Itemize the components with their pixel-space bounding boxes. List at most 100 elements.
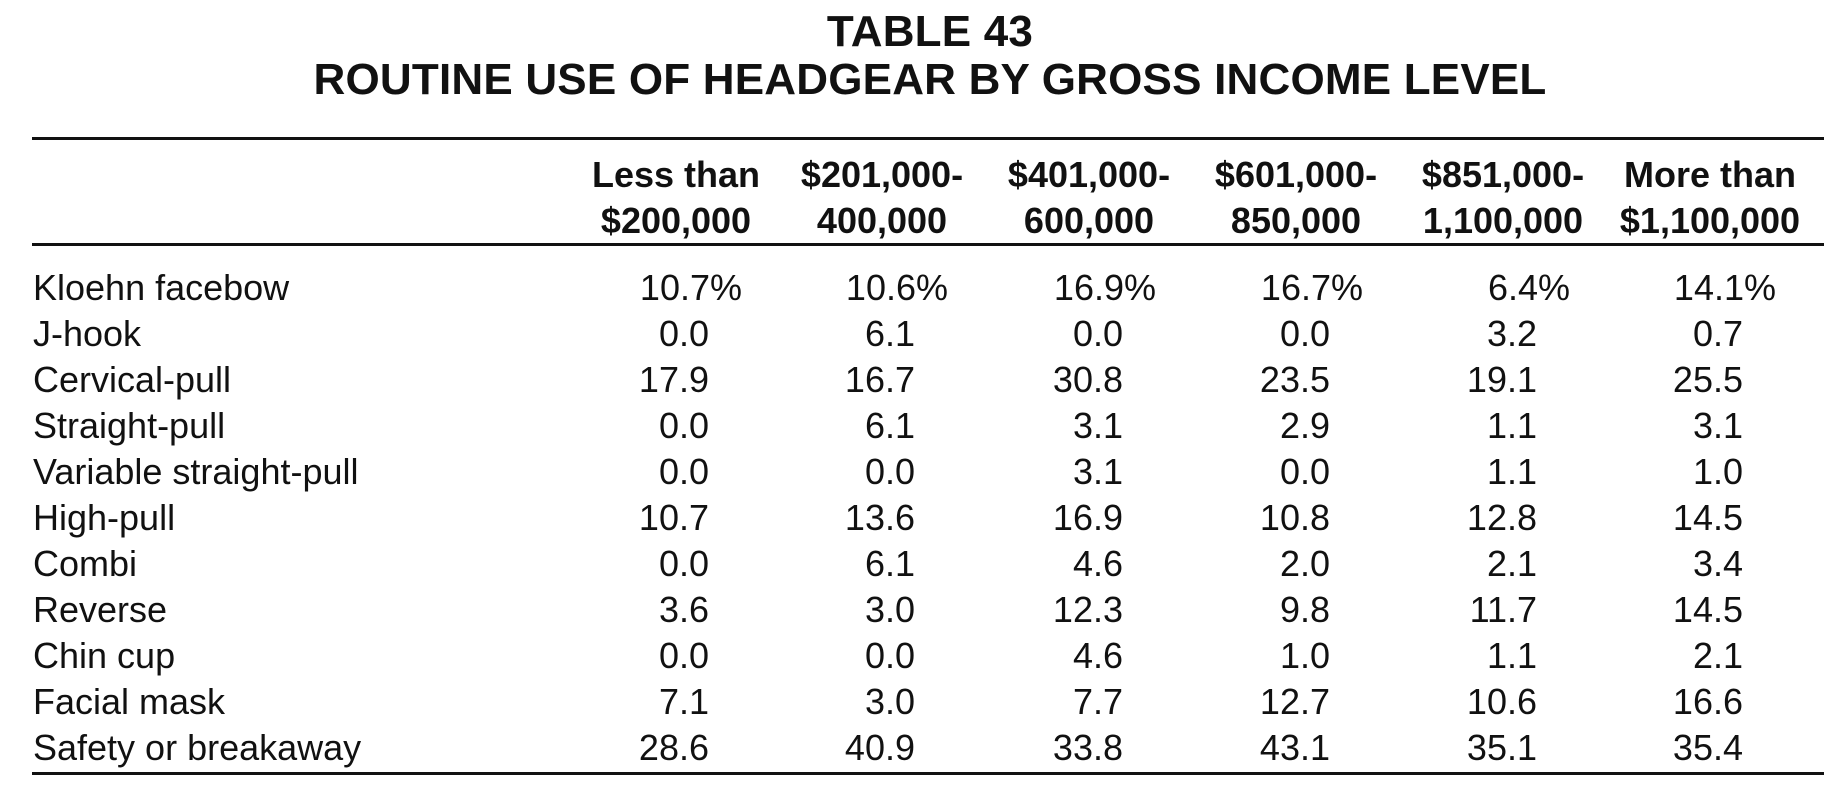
table-cell: 1.1 <box>1486 451 1537 492</box>
table-row: Facial mask 7.1 3.0 7.7 12.7 10.6 16.6 <box>0 679 1840 725</box>
table-cell: 2.1 <box>1692 635 1743 676</box>
table-row: Straight-pull 0.0 6.1 3.1 2.9 1.1 3.1 <box>0 403 1840 449</box>
table-cell: 1.0 <box>1279 635 1330 676</box>
table-cell: 16.7% <box>1260 267 1363 308</box>
column-header-401000-600000: $401,000- 600,000 <box>1007 154 1171 241</box>
row-label: Chin cup <box>33 635 176 676</box>
table-cell: 1.0 <box>1692 451 1743 492</box>
table-cell: 3.2 <box>1486 313 1537 354</box>
table-cell: 0.0 <box>864 451 915 492</box>
table-cell: 4.6 <box>1072 543 1123 584</box>
row-label: J-hook <box>33 313 142 354</box>
table-cell: 6.1 <box>864 543 915 584</box>
table-row: Chin cup 0.0 0.0 4.6 1.0 1.1 2.1 <box>0 633 1840 679</box>
table-cell: 10.7 <box>638 497 709 538</box>
table-cell: 7.7 <box>1072 681 1123 722</box>
row-label: Safety or breakaway <box>33 727 362 768</box>
table-cell: 33.8 <box>1052 727 1123 768</box>
table-cell: 0.0 <box>658 405 709 446</box>
table-cell: 14.1% <box>1673 267 1776 308</box>
table-cell: 6.1 <box>864 313 915 354</box>
table-cell: 0.0 <box>1279 313 1330 354</box>
table-cell: 0.0 <box>1279 451 1330 492</box>
table-cell: 10.8 <box>1259 497 1330 538</box>
row-label: High-pull <box>33 497 176 538</box>
table-cell: 3.0 <box>864 681 915 722</box>
table-cell: 12.3 <box>1052 589 1123 630</box>
table-row: J-hook 0.0 6.1 0.0 0.0 3.2 0.7 <box>0 311 1840 357</box>
row-label: Facial mask <box>33 681 226 722</box>
table-cell: 3.1 <box>1692 405 1743 446</box>
column-header-601000-850000: $601,000- 850,000 <box>1214 154 1378 241</box>
table-row: Cervical-pull 17.9 16.7 30.8 23.5 19.1 2… <box>0 357 1840 403</box>
header-rule <box>32 243 1824 246</box>
table-row: Combi 0.0 6.1 4.6 2.0 2.1 3.4 <box>0 541 1840 587</box>
table-row: High-pull 10.7 13.6 16.9 10.8 12.8 14.5 <box>0 495 1840 541</box>
row-label: Kloehn facebow <box>33 267 290 308</box>
column-header-more-than-1100000: More than $1,100,000 <box>1619 154 1801 241</box>
row-label: Variable straight-pull <box>33 451 359 492</box>
table-cell: 3.1 <box>1072 405 1123 446</box>
table-cell: 0.0 <box>658 451 709 492</box>
table-title: ROUTINE USE OF HEADGEAR BY GROSS INCOME … <box>313 55 1547 104</box>
table-cell: 9.8 <box>1279 589 1330 630</box>
table-cell: 3.4 <box>1692 543 1743 584</box>
table-cell: 16.9% <box>1053 267 1156 308</box>
table-row: Safety or breakaway 28.6 40.9 33.8 43.1 … <box>0 725 1840 771</box>
table-cell: 12.7 <box>1259 681 1330 722</box>
table-cell: 10.7% <box>639 267 742 308</box>
table-row: Reverse 3.6 3.0 12.3 9.8 11.7 14.5 <box>0 587 1840 633</box>
table-cell: 23.5 <box>1259 359 1330 400</box>
table-cell: 3.6 <box>658 589 709 630</box>
table-cell: 19.1 <box>1466 359 1537 400</box>
table-cell: 2.0 <box>1279 543 1330 584</box>
table-number: TABLE 43 <box>826 7 1034 56</box>
table-cell: 0.0 <box>658 635 709 676</box>
table-cell: 0.0 <box>864 635 915 676</box>
table-cell: 7.1 <box>658 681 709 722</box>
top-rule <box>32 137 1824 140</box>
table-cell: 16.6 <box>1672 681 1743 722</box>
table-cell: 43.1 <box>1259 727 1330 768</box>
table-cell: 35.4 <box>1672 727 1743 768</box>
table-cell: 10.6 <box>1466 681 1537 722</box>
table-cell: 13.6 <box>844 497 915 538</box>
column-header-851000-1100000: $851,000- 1,100,000 <box>1421 154 1585 241</box>
table-cell: 2.9 <box>1279 405 1330 446</box>
table-cell: 4.6 <box>1072 635 1123 676</box>
table-cell: 3.0 <box>864 589 915 630</box>
column-header-less-than-200000: Less than $200,000 <box>591 154 761 241</box>
table-cell: 14.5 <box>1672 589 1743 630</box>
table-cell: 2.1 <box>1486 543 1537 584</box>
table-cell: 30.8 <box>1052 359 1123 400</box>
table-cell: 12.8 <box>1466 497 1537 538</box>
table-cell: 11.7 <box>1469 589 1537 630</box>
row-label: Straight-pull <box>33 405 226 446</box>
table-cell: 3.1 <box>1072 451 1123 492</box>
row-label: Combi <box>33 543 138 584</box>
table-row: Variable straight-pull 0.0 0.0 3.1 0.0 1… <box>0 449 1840 495</box>
column-header-201000-400000: $201,000- 400,000 <box>800 154 964 241</box>
table-cell: 0.0 <box>1072 313 1123 354</box>
table-cell: 16.9 <box>1052 497 1123 538</box>
table-cell: 28.6 <box>638 727 709 768</box>
table-cell: 1.1 <box>1486 635 1537 676</box>
table-cell: 25.5 <box>1672 359 1743 400</box>
table-cell: 6.1 <box>864 405 915 446</box>
table-cell: 17.9 <box>638 359 709 400</box>
row-label: Cervical-pull <box>33 359 232 400</box>
table-cell: 35.1 <box>1466 727 1537 768</box>
table-cell: 0.7 <box>1692 313 1743 354</box>
table-cell: 1.1 <box>1486 405 1537 446</box>
table-cell: 40.9 <box>844 727 915 768</box>
row-label: Reverse <box>33 589 168 630</box>
table-row: Kloehn facebow 10.7% 10.6% 16.9% 16.7% 6… <box>0 265 1840 311</box>
table-cell: 10.6% <box>845 267 948 308</box>
table-cell: 0.0 <box>658 313 709 354</box>
table-cell: 16.7 <box>844 359 915 400</box>
table-cell: 14.5 <box>1672 497 1743 538</box>
table-cell: 6.4% <box>1487 267 1570 308</box>
bottom-rule <box>32 772 1824 775</box>
table-cell: 0.0 <box>658 543 709 584</box>
